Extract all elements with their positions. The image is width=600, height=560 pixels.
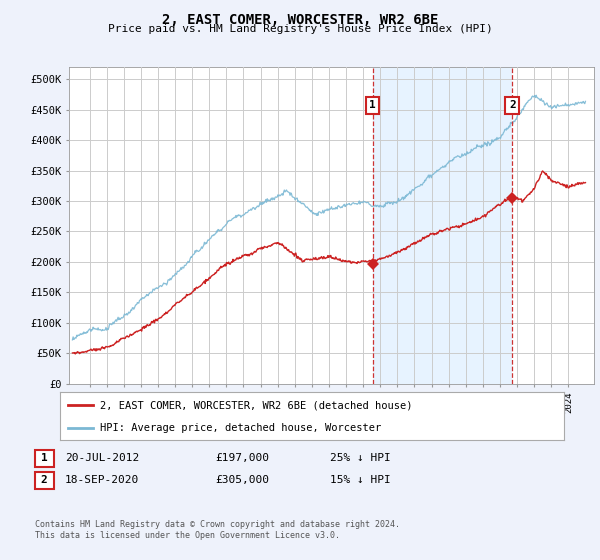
Text: 2, EAST COMER, WORCESTER, WR2 6BE (detached house): 2, EAST COMER, WORCESTER, WR2 6BE (detac… bbox=[100, 400, 413, 410]
FancyBboxPatch shape bbox=[35, 450, 53, 466]
Text: Contains HM Land Registry data © Crown copyright and database right 2024.
This d: Contains HM Land Registry data © Crown c… bbox=[35, 520, 400, 540]
Text: 18-SEP-2020: 18-SEP-2020 bbox=[65, 475, 139, 485]
Text: Price paid vs. HM Land Registry's House Price Index (HPI): Price paid vs. HM Land Registry's House … bbox=[107, 24, 493, 34]
FancyBboxPatch shape bbox=[35, 472, 53, 488]
Text: £305,000: £305,000 bbox=[215, 475, 269, 485]
Text: 1: 1 bbox=[369, 100, 376, 110]
Bar bbox=[373, 67, 512, 384]
Text: 25% ↓ HPI: 25% ↓ HPI bbox=[330, 453, 391, 463]
Text: 2: 2 bbox=[41, 475, 47, 485]
Text: HPI: Average price, detached house, Worcester: HPI: Average price, detached house, Worc… bbox=[100, 423, 382, 433]
Text: 2, EAST COMER, WORCESTER, WR2 6BE: 2, EAST COMER, WORCESTER, WR2 6BE bbox=[162, 13, 438, 27]
Text: 1: 1 bbox=[41, 453, 47, 463]
Text: 2: 2 bbox=[509, 100, 515, 110]
Text: 20-JUL-2012: 20-JUL-2012 bbox=[65, 453, 139, 463]
Text: 15% ↓ HPI: 15% ↓ HPI bbox=[330, 475, 391, 485]
Text: £197,000: £197,000 bbox=[215, 453, 269, 463]
